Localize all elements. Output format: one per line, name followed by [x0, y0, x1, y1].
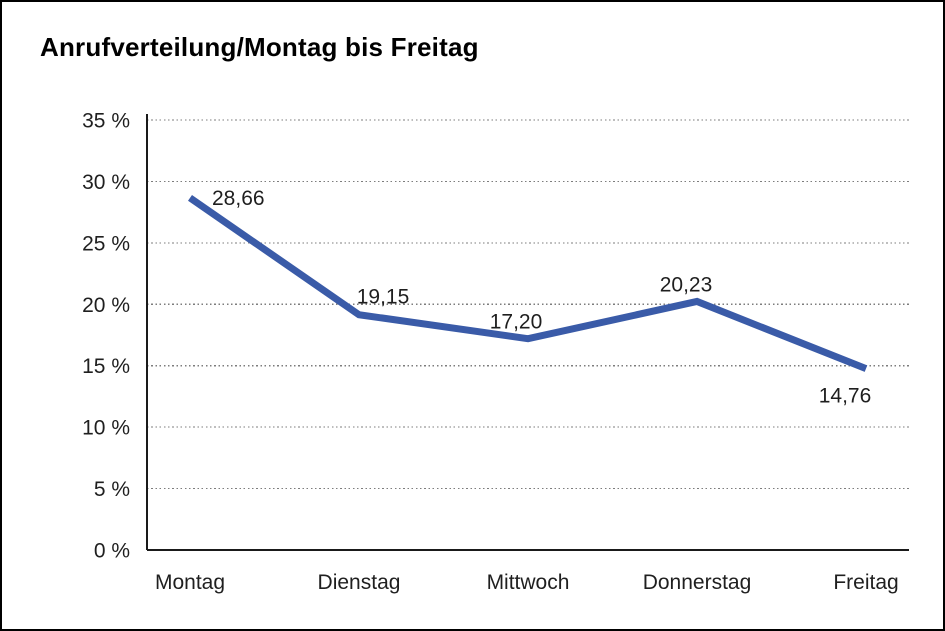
y-tick-label: 25 % — [82, 232, 130, 255]
x-tick-label: Montag — [155, 571, 225, 594]
y-tick-label: 10 % — [82, 417, 130, 440]
x-tick-label: Mittwoch — [487, 571, 570, 594]
y-tick-label: 5 % — [94, 478, 130, 501]
data-point-label: 20,23 — [660, 273, 713, 296]
y-tick-label: 20 % — [82, 294, 130, 317]
x-tick-label: Donnerstag — [643, 571, 752, 594]
y-tick-label: 0 % — [94, 540, 130, 563]
y-tick-label: 35 % — [82, 110, 130, 133]
y-tick-label: 15 % — [82, 355, 130, 378]
data-point-label: 17,20 — [490, 311, 543, 334]
x-tick-label: Dienstag — [318, 571, 401, 594]
data-point-label: 19,15 — [357, 286, 410, 309]
series-line — [188, 195, 868, 372]
data-point-label: 28,66 — [212, 187, 265, 210]
chart-title: Anrufverteilung/Montag bis Freitag — [40, 32, 479, 62]
y-tick-label: 30 % — [82, 171, 130, 194]
x-tick-label: Freitag — [833, 571, 898, 594]
data-point-label: 14,76 — [819, 385, 872, 408]
